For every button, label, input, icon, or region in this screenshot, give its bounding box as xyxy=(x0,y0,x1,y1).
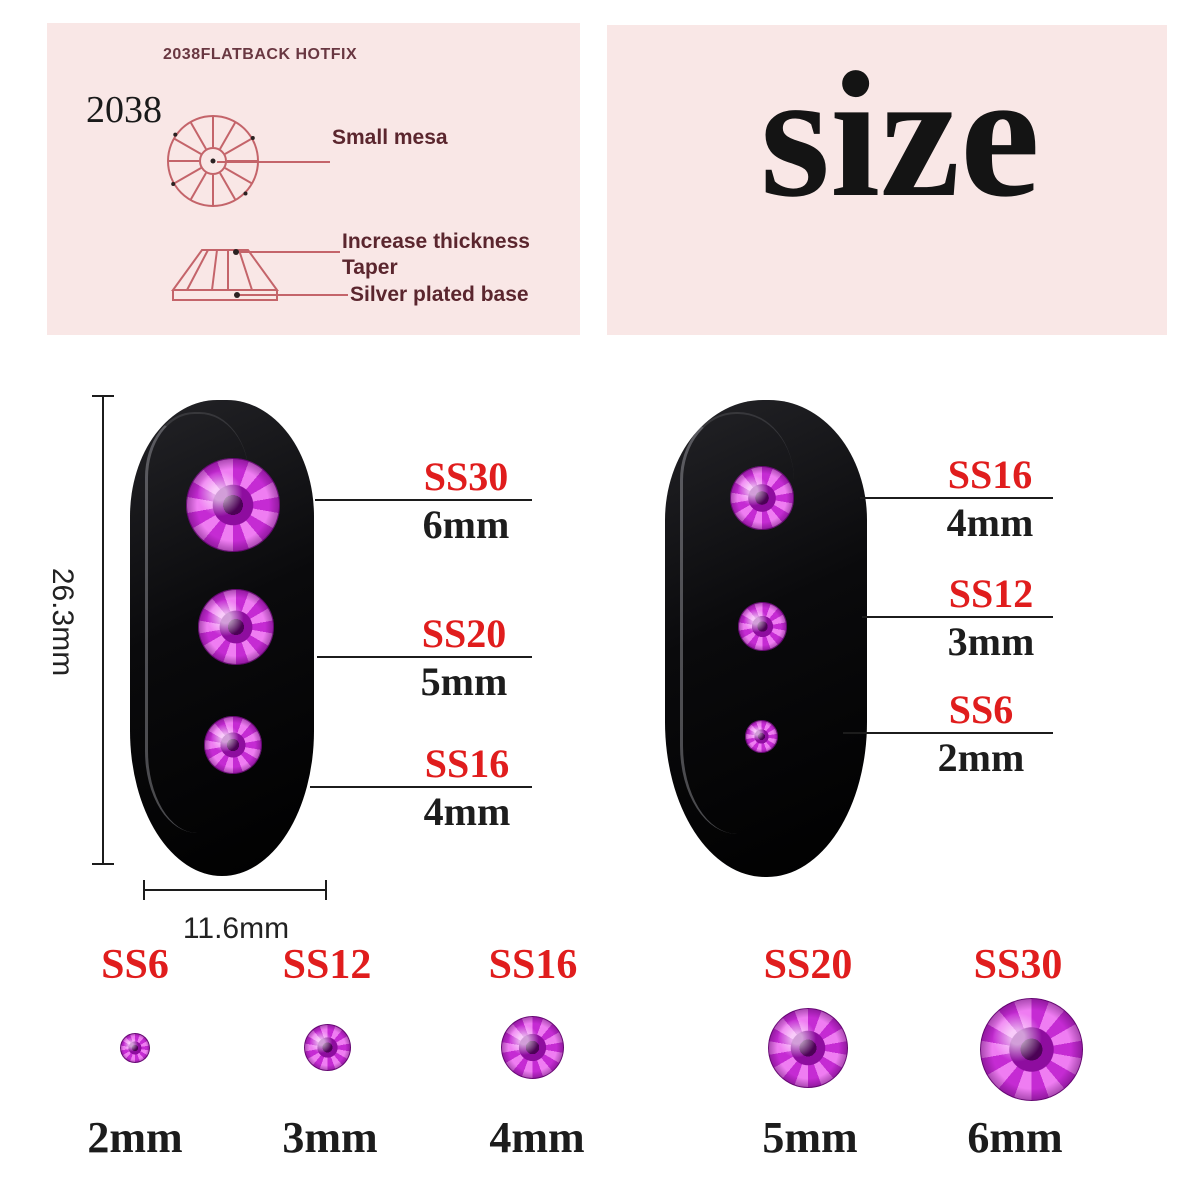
chart-ss6-label: SS6 xyxy=(101,942,169,988)
chart-rhinestone-ss16 xyxy=(501,1016,564,1079)
callout-line-ss30 xyxy=(315,499,532,501)
silver-plated-base-label: Silver plated base xyxy=(350,283,529,306)
callout-line-ss12 xyxy=(862,616,1053,618)
spec-title: 2038FLATBACK HOTFIX xyxy=(163,46,358,63)
chart-rhinestone-ss6 xyxy=(120,1033,150,1063)
chart-6mm-label: 6mm xyxy=(967,1113,1063,1162)
callout-line-ss16 xyxy=(310,786,532,788)
ss6-label: SS6 xyxy=(948,687,1014,732)
rhinestone-ss12 xyxy=(738,602,787,651)
rhinestone-ss16-right xyxy=(730,466,794,530)
chart-ss16-label: SS16 xyxy=(488,942,578,988)
height-dimension-label: 26.3mm xyxy=(46,567,79,677)
width-dimension-label: 11.6mm xyxy=(182,912,290,945)
ss30-label: SS30 xyxy=(423,454,509,499)
ss12-label: SS12 xyxy=(948,571,1034,616)
width-dimension-cap-left xyxy=(143,880,145,900)
ss20-label: SS20 xyxy=(421,611,507,656)
model-number: 2038 xyxy=(86,89,162,131)
width-dimension-cap-right xyxy=(325,880,327,900)
callout-line-ss20 xyxy=(317,656,532,658)
chart-2mm-label: 2mm xyxy=(87,1113,183,1162)
rhinestone-ss20 xyxy=(198,589,274,665)
chart-ss30-label: SS30 xyxy=(973,942,1063,988)
callout-line-ss16-right xyxy=(860,497,1053,499)
chart-4mm-label: 4mm xyxy=(489,1113,585,1162)
ss16-right-mm-label: 4mm xyxy=(946,500,1034,545)
increase-thickness-label: Increase thickness xyxy=(342,230,530,253)
rhinestone-ss6 xyxy=(745,720,778,753)
spec-box xyxy=(47,23,580,335)
rhinestone-diagram xyxy=(167,115,348,301)
taper-label: Taper xyxy=(342,256,398,279)
ss6-mm-label: 2mm xyxy=(937,735,1025,780)
ss16-mm-label: 4mm xyxy=(423,789,511,834)
callout-line-ss6 xyxy=(843,732,1053,734)
ss30-mm-label: 6mm xyxy=(422,502,510,547)
size-title: size xyxy=(760,35,1040,234)
rhinestone-ss30 xyxy=(186,458,280,552)
small-mesa-label: Small mesa xyxy=(332,126,448,149)
chart-5mm-label: 5mm xyxy=(762,1113,858,1162)
chart-rhinestone-ss30 xyxy=(980,998,1083,1101)
rhinestone-ss16 xyxy=(204,716,262,774)
chart-ss12-label: SS12 xyxy=(282,942,372,988)
width-dimension-line xyxy=(143,889,327,891)
size-box xyxy=(607,25,1167,335)
ss16-label: SS16 xyxy=(424,741,510,786)
chart-ss20-label: SS20 xyxy=(763,942,853,988)
chart-rhinestone-ss12 xyxy=(304,1024,351,1071)
chart-rhinestone-ss20 xyxy=(768,1008,848,1088)
height-dimension-line xyxy=(102,396,104,864)
ss16-right-label: SS16 xyxy=(947,452,1033,497)
ss12-mm-label: 3mm xyxy=(947,619,1035,664)
height-dimension-cap-top xyxy=(92,395,114,397)
chart-3mm-label: 3mm xyxy=(282,1113,378,1162)
height-dimension-cap-bottom xyxy=(92,863,114,865)
ss20-mm-label: 5mm xyxy=(420,659,508,704)
